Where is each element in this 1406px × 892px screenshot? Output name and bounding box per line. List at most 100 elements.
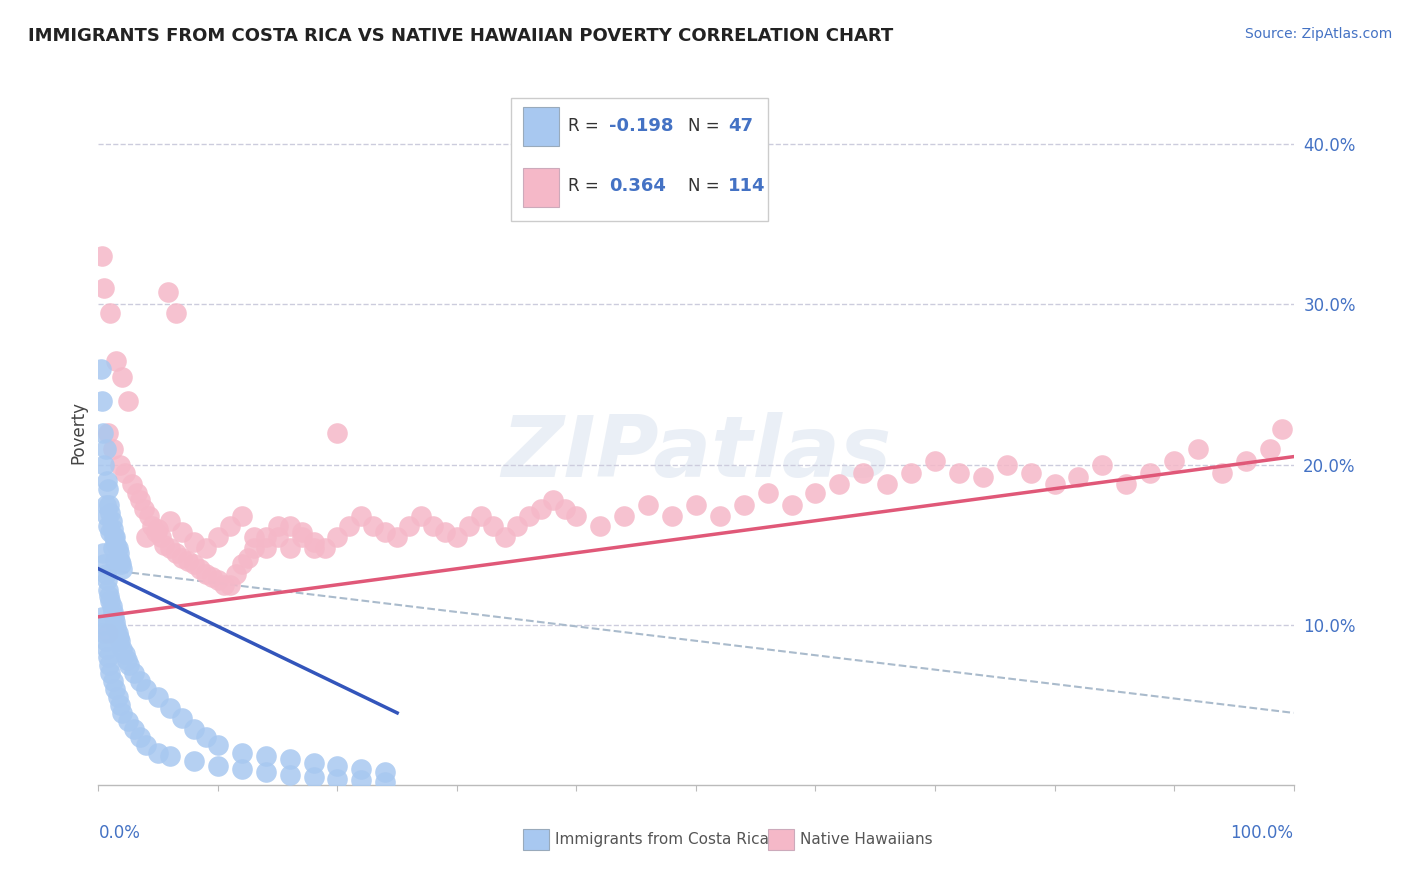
Point [118, 657, 141, 672]
FancyBboxPatch shape [523, 830, 548, 850]
FancyBboxPatch shape [768, 830, 794, 850]
Point [828, 476, 851, 491]
Point [94, 442, 117, 456]
Point [183, 557, 205, 571]
Point [107, 625, 129, 640]
Point [1115, 476, 1137, 491]
Point [177, 554, 200, 568]
Point [589, 518, 612, 533]
Text: N =: N = [688, 177, 724, 195]
Point [350, 773, 373, 788]
Text: Native Hawaiians: Native Hawaiians [800, 832, 932, 847]
Point [108, 554, 131, 568]
Point [201, 570, 224, 584]
Point [900, 466, 922, 480]
Point [243, 541, 266, 555]
Point [110, 557, 132, 571]
Point [96, 641, 118, 656]
Point [876, 476, 898, 491]
Text: N =: N = [688, 117, 724, 135]
Point [1067, 470, 1090, 484]
Point [278, 518, 301, 533]
Point [554, 502, 576, 516]
Point [756, 486, 779, 500]
Point [470, 508, 492, 523]
Point [124, 722, 146, 736]
Point [446, 530, 468, 544]
Point [105, 353, 128, 368]
Point [159, 701, 181, 715]
Point [565, 508, 588, 523]
Point [195, 541, 218, 555]
Point [613, 508, 636, 523]
Point [115, 653, 138, 667]
Point [172, 524, 194, 539]
Point [326, 425, 349, 440]
Point [117, 714, 139, 728]
Point [254, 530, 277, 544]
Point [1163, 454, 1185, 468]
Point [94, 566, 117, 581]
Point [97, 482, 120, 496]
Point [101, 522, 124, 536]
Point [709, 508, 731, 523]
Point [91, 393, 114, 408]
Point [149, 530, 172, 544]
Point [195, 730, 218, 744]
Point [98, 665, 122, 680]
Point [108, 698, 131, 712]
FancyBboxPatch shape [523, 169, 558, 207]
Point [350, 762, 373, 776]
FancyBboxPatch shape [510, 98, 768, 221]
Point [661, 508, 683, 523]
Point [96, 573, 118, 587]
Text: 100.0%: 100.0% [1230, 823, 1294, 842]
Point [207, 738, 229, 752]
Point [804, 486, 827, 500]
Point [1211, 466, 1233, 480]
Point [101, 605, 124, 619]
Point [141, 518, 163, 533]
Point [1258, 442, 1281, 456]
Point [94, 633, 117, 648]
Point [97, 582, 120, 597]
Point [267, 530, 290, 544]
Point [100, 514, 122, 528]
Point [159, 514, 181, 528]
Point [733, 498, 755, 512]
Point [101, 442, 124, 456]
Point [1091, 458, 1114, 472]
Point [117, 393, 139, 408]
Point [517, 508, 540, 523]
Point [101, 673, 124, 688]
Point [90, 361, 112, 376]
Text: 47: 47 [728, 117, 754, 135]
Point [541, 492, 564, 507]
Point [93, 557, 115, 571]
Point [995, 458, 1018, 472]
Point [385, 530, 409, 544]
FancyBboxPatch shape [523, 107, 558, 145]
Point [458, 518, 481, 533]
Text: ZIPatlas: ZIPatlas [501, 412, 891, 495]
Point [326, 772, 349, 786]
Point [780, 498, 803, 512]
Text: -0.198: -0.198 [609, 117, 673, 135]
Point [91, 425, 114, 440]
Point [129, 730, 152, 744]
Point [96, 474, 118, 488]
Point [114, 647, 136, 661]
Point [98, 506, 122, 520]
Text: 0.364: 0.364 [609, 177, 665, 195]
Point [1187, 442, 1209, 456]
Point [637, 498, 659, 512]
Point [530, 502, 553, 516]
Point [315, 541, 337, 555]
Point [159, 749, 181, 764]
Point [107, 631, 129, 645]
Point [374, 765, 396, 780]
Point [972, 470, 994, 484]
Point [302, 770, 325, 784]
Point [1234, 454, 1257, 468]
Point [326, 758, 349, 772]
